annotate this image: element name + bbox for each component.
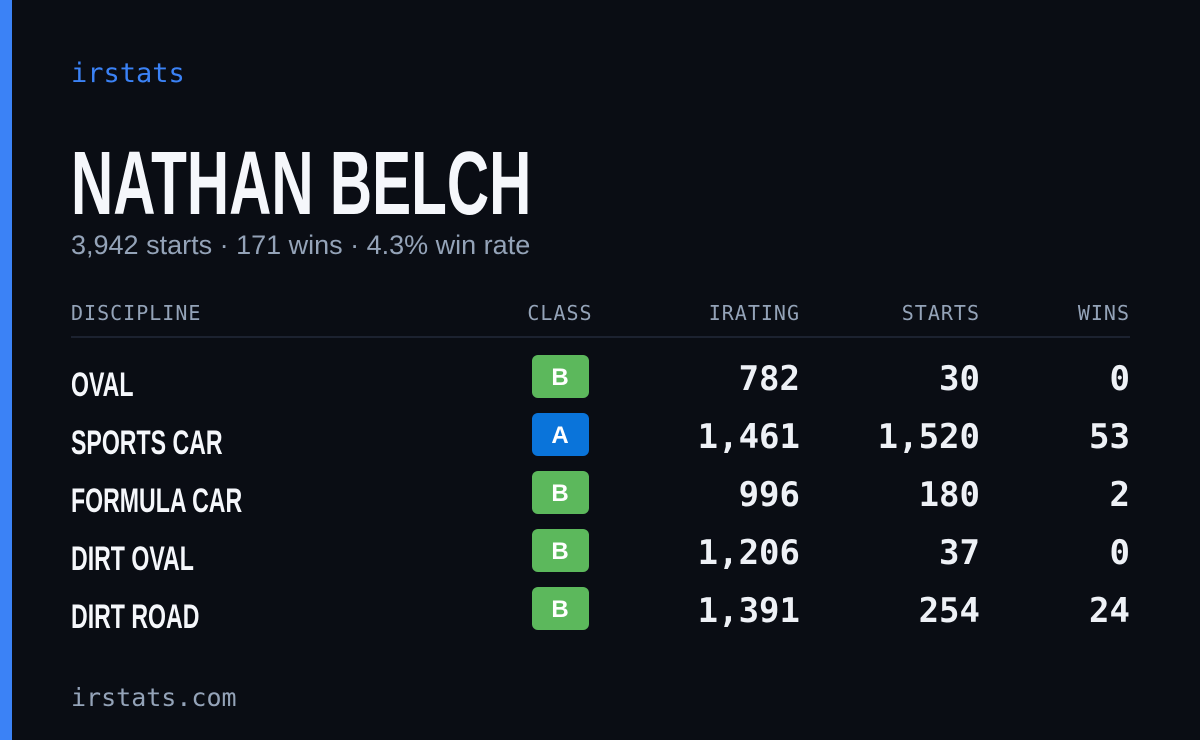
column-header: STARTS	[902, 301, 980, 325]
table-body: OVAL B 782 30 0 SPORTS CAR A 1,461 1,520 53 FORMUL…	[71, 355, 1130, 636]
class-badge	[532, 471, 589, 514]
irating-value: 1,391	[698, 591, 800, 631]
irating-value: 1,206	[698, 533, 800, 573]
irating-value: 782	[739, 359, 800, 399]
discipline: FORMULA CAR	[71, 483, 242, 520]
discipline: DIRT ROAD	[71, 599, 199, 636]
class-badge	[532, 413, 589, 456]
discipline: DIRT OVAL	[71, 541, 194, 578]
player-name: NATHAN BELCH	[71, 133, 531, 234]
wins-value: 0	[1110, 359, 1130, 399]
column-header: IRATING	[709, 301, 800, 325]
column-header: WINS	[1078, 301, 1130, 325]
wins-value: 2	[1110, 475, 1130, 515]
class-label: A	[551, 422, 568, 449]
column-header: CLASS	[527, 301, 592, 325]
class-label: B	[551, 480, 568, 507]
irating-value: 996	[739, 475, 800, 515]
discipline: SPORTS CAR	[71, 425, 223, 462]
class-badge	[532, 587, 589, 630]
brand: irstats	[71, 58, 185, 89]
irating-value: 1,461	[698, 417, 800, 457]
discipline: OVAL	[71, 367, 133, 404]
wins-value: 53	[1089, 417, 1130, 457]
wins-value: 24	[1089, 591, 1130, 631]
starts-value: 1,520	[878, 417, 980, 457]
starts-value: 180	[919, 475, 980, 515]
summary: 3,942 starts · 171 wins · 4.3% win rate	[71, 230, 530, 260]
starts-value: 254	[919, 591, 980, 631]
accent-bar	[0, 0, 12, 740]
class-label: B	[551, 596, 568, 623]
wins-value: 0	[1110, 533, 1130, 573]
class-badge	[532, 355, 589, 398]
column-header: DISCIPLINE	[71, 301, 201, 325]
class-label: B	[551, 538, 568, 565]
class-label: B	[551, 364, 568, 391]
footer-site: irstats.com	[71, 683, 237, 712]
starts-value: 30	[939, 359, 980, 399]
class-badge	[532, 529, 589, 572]
starts-value: 37	[939, 533, 980, 573]
